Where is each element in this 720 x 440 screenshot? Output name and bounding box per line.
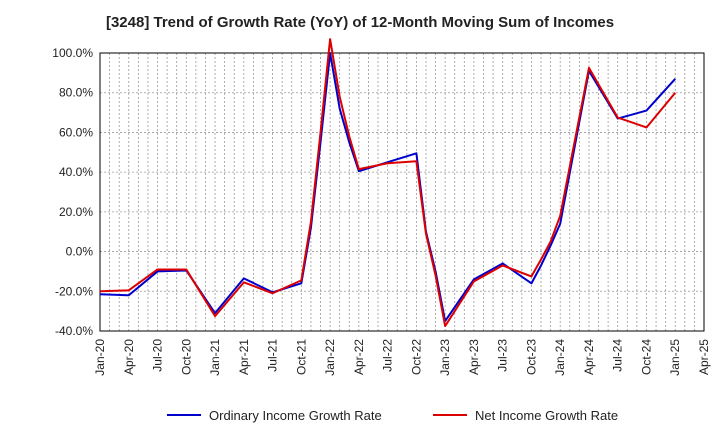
x-tick-label: Jan-23 [438,339,452,376]
x-tick-label: Apr-24 [582,339,596,375]
series-layer [99,38,677,328]
x-tick-label: Jan-25 [668,339,682,376]
x-tick-label: Apr-20 [122,339,136,375]
x-tick-label: Apr-21 [237,339,251,375]
x-tick-label: Apr-25 [697,339,711,375]
x-tick-label: Jan-20 [93,339,107,376]
x-tick-label: Jul-21 [266,339,280,372]
x-tick-label: Oct-20 [179,339,193,375]
x-tick-label: Jul-20 [151,339,165,372]
x-tick-label: Oct-23 [524,339,538,375]
y-tick-label: 80.0% [59,86,93,100]
x-tick-label: Jan-24 [553,339,567,376]
series-line-net-income [99,38,677,328]
x-tick-label: Oct-21 [294,339,308,375]
x-tick-label: Jan-22 [323,339,337,376]
x-tick-label: Jan-21 [208,339,222,376]
plot-border [99,52,705,332]
x-tick-label: Oct-22 [409,339,423,375]
x-tick-label: Oct-24 [639,339,653,375]
x-tick-label: Apr-22 [352,339,366,375]
x-tick-label: Apr-23 [467,339,481,375]
y-axis: 100.0% 80.0% 60.0% 40.0% 20.0% 0.0% -20.0% -40.… [52,46,93,338]
y-tick-label: 0.0% [66,245,94,259]
y-tick-label: 100.0% [52,46,93,60]
x-tick-label: Jul-24 [611,339,625,372]
y-tick-label: 40.0% [59,165,93,179]
chart-title: [3248] Trend of Growth Rate (YoY) of 12-… [105,14,615,31]
x-tick-label: Jul-23 [496,339,510,372]
y-tick-label: -40.0% [55,324,93,338]
legend: Ordinary Income Growth Rate Net Income Gr… [167,408,618,423]
y-tick-label: -20.0% [55,284,93,298]
plot-area [100,53,704,331]
y-tick-label: 60.0% [59,125,93,139]
legend-label: Ordinary Income Growth Rate [209,408,382,423]
x-tick-label: Jul-22 [381,339,395,372]
legend-label: Net Income Growth Rate [475,408,618,423]
x-axis: Jan-20 Apr-20 Jul-20 Oct-20 Jan-21 Apr-21 Jul-… [93,339,711,376]
y-tick-label: 20.0% [59,205,93,219]
